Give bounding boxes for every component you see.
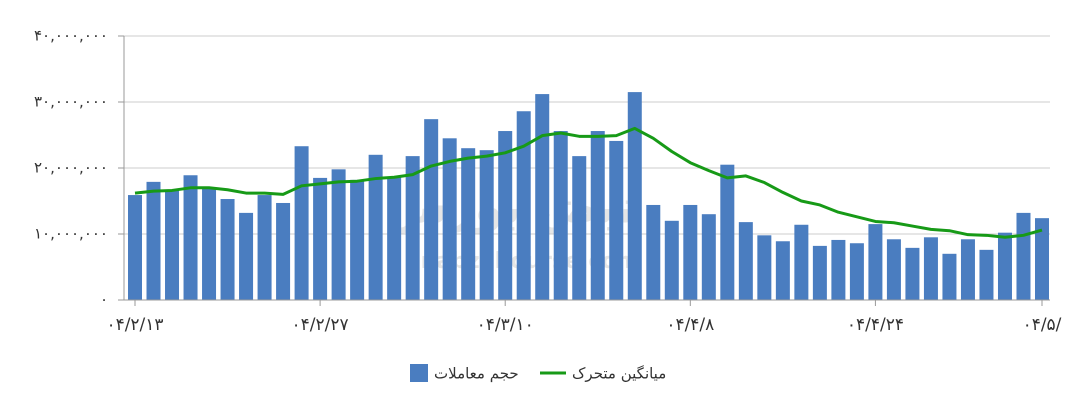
bar bbox=[923, 237, 938, 300]
y-tick-label: ۲۰,۰۰۰,۰۰۰ bbox=[34, 159, 108, 177]
bar bbox=[368, 154, 383, 300]
bar bbox=[960, 239, 975, 300]
bar bbox=[831, 239, 846, 300]
bar bbox=[128, 195, 142, 300]
bar bbox=[146, 181, 161, 300]
moving-average-line bbox=[134, 126, 1043, 239]
bar bbox=[479, 150, 494, 300]
bar bbox=[609, 140, 624, 300]
bar bbox=[313, 177, 328, 300]
bar bbox=[257, 195, 272, 300]
bar bbox=[276, 202, 291, 300]
bar bbox=[1016, 212, 1031, 300]
bar bbox=[683, 204, 698, 300]
bar bbox=[905, 247, 920, 300]
bar bbox=[664, 220, 679, 300]
x-tick-label: ۰۴/۲/۱۳ bbox=[106, 315, 163, 335]
bar bbox=[220, 199, 235, 300]
y-tick-label: ۳۰,۰۰۰,۰۰۰ bbox=[34, 93, 108, 111]
bar bbox=[442, 138, 457, 300]
bar bbox=[294, 146, 309, 300]
bar bbox=[775, 241, 790, 300]
bar bbox=[350, 179, 365, 300]
legend-label: میانگین متحرک bbox=[572, 365, 666, 383]
bar bbox=[239, 212, 254, 300]
bar bbox=[183, 175, 198, 300]
bar bbox=[405, 156, 420, 300]
bar bbox=[590, 131, 605, 300]
bar bbox=[794, 224, 809, 300]
x-tick-label: ۰۴/۴/۲۴ bbox=[847, 315, 904, 335]
x-tick-label: ۰۴/۲/۲۷ bbox=[292, 315, 349, 335]
y-tick-label: ۱۰,۰۰۰,۰۰۰ bbox=[34, 225, 108, 243]
bar bbox=[516, 111, 531, 301]
bar bbox=[1035, 218, 1049, 300]
bar bbox=[886, 239, 901, 300]
bar bbox=[461, 148, 476, 300]
bar bbox=[701, 214, 716, 300]
bar bbox=[387, 177, 402, 300]
bar bbox=[849, 243, 864, 300]
y-tick-label: ۰ bbox=[100, 291, 108, 309]
bar bbox=[812, 245, 827, 300]
bar bbox=[498, 131, 513, 300]
bar bbox=[535, 94, 550, 300]
x-tick-label: ۰۴/۵/ bbox=[1023, 315, 1062, 335]
bar bbox=[331, 169, 346, 300]
x-tick-label: ۰۴/۳/۱۰ bbox=[477, 315, 534, 335]
bar bbox=[720, 164, 735, 300]
y-tick-label: ۴۰,۰۰۰,۰۰۰ bbox=[34, 27, 108, 45]
bar bbox=[942, 253, 957, 300]
bar bbox=[738, 222, 753, 300]
bar bbox=[997, 232, 1012, 300]
bar bbox=[424, 119, 439, 300]
bar bbox=[646, 204, 661, 300]
bar bbox=[979, 249, 994, 300]
x-tick-label: ۰۴/۴/۸ bbox=[666, 315, 714, 335]
bar bbox=[627, 92, 642, 300]
bar bbox=[757, 235, 772, 300]
bar bbox=[165, 189, 180, 300]
bar bbox=[868, 224, 883, 300]
legend-label: حجم معاملات bbox=[434, 365, 519, 383]
bar bbox=[202, 187, 217, 300]
bar bbox=[572, 156, 587, 300]
bar bbox=[553, 131, 568, 300]
legend-swatch bbox=[410, 364, 428, 382]
